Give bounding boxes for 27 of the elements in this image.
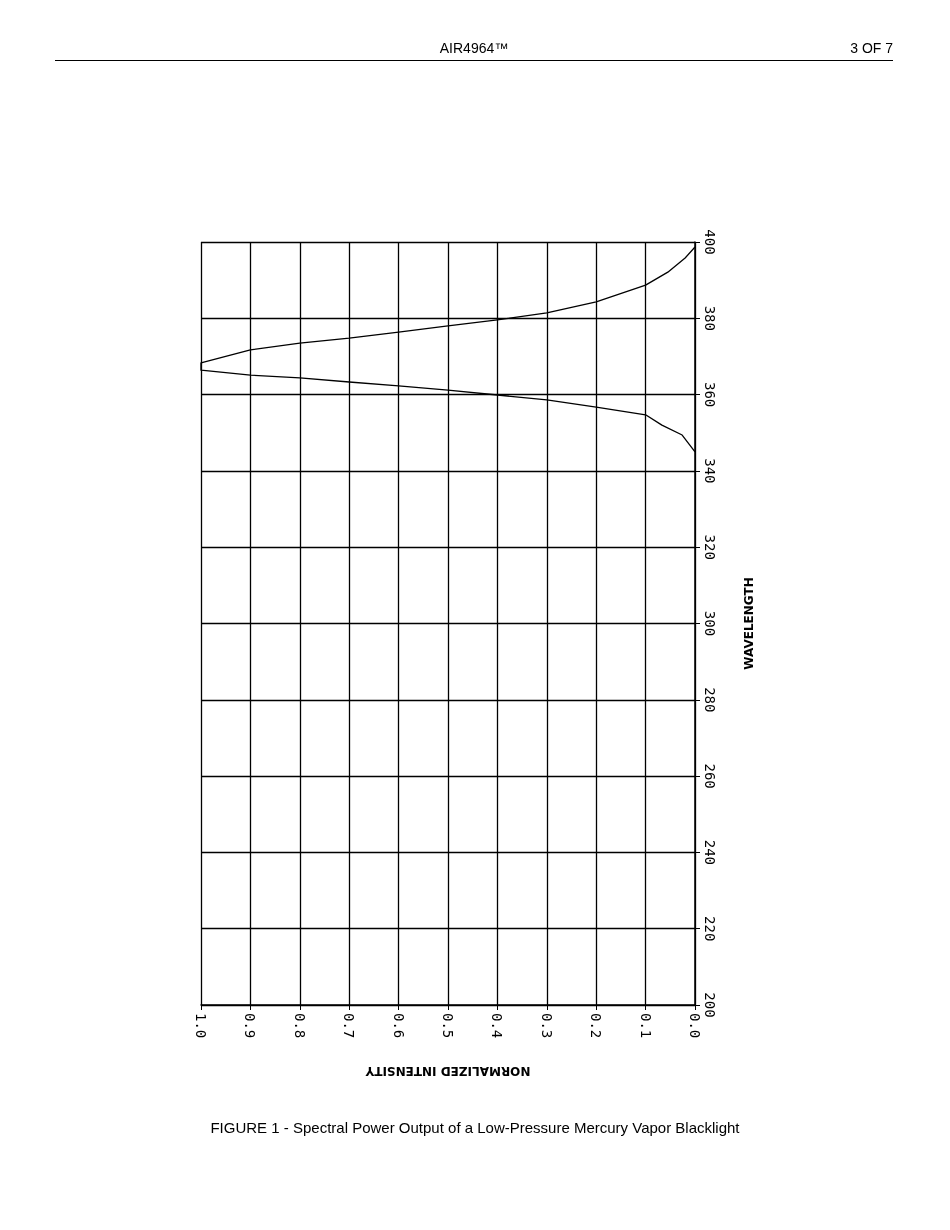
x-tick-label: 1.0 [193,1013,209,1039]
y-tick-label: 260 [702,763,718,789]
text: AIR4964™ [439,40,509,56]
y-tick-label: 280 [702,687,718,713]
y-tick-label: 380 [702,305,718,331]
y-tick-label: 400 [702,229,718,255]
y-tick-label: 360 [702,381,718,408]
text: 3 OF 7 [850,40,893,56]
y-tick-label: 220 [702,916,718,942]
x-tick-label: 0.1 [637,1013,654,1039]
x-tick-label: 0.8 [291,1013,308,1039]
y-tick-label: 340 [702,458,718,484]
x-axis-title: NORMALIZED INTENSITY [365,1064,531,1078]
y-tick-label: 300 [702,610,718,637]
x-tick-label: 0.0 [687,1013,703,1039]
y-tick-label: 240 [702,839,718,866]
y-tick-label: 320 [702,534,718,560]
x-tick-label: 0.6 [390,1013,407,1039]
x-tick-label: 0.7 [341,1013,358,1039]
x-tick-label: 0.5 [440,1013,456,1039]
x-tick-label: 0.3 [538,1013,555,1039]
text: FIGURE 1 - Spectral Power Output of a Low-Pressure Mercury Vapor Blacklight [210,1119,741,1136]
x-tick-label: 0.4 [489,1013,506,1039]
x-tick-label: 0.9 [242,1013,259,1039]
x-tick-label: 0.2 [588,1013,605,1039]
y-tick-label: 200 [702,992,718,1018]
y-axis-title: WAVELENGTH [742,577,756,670]
